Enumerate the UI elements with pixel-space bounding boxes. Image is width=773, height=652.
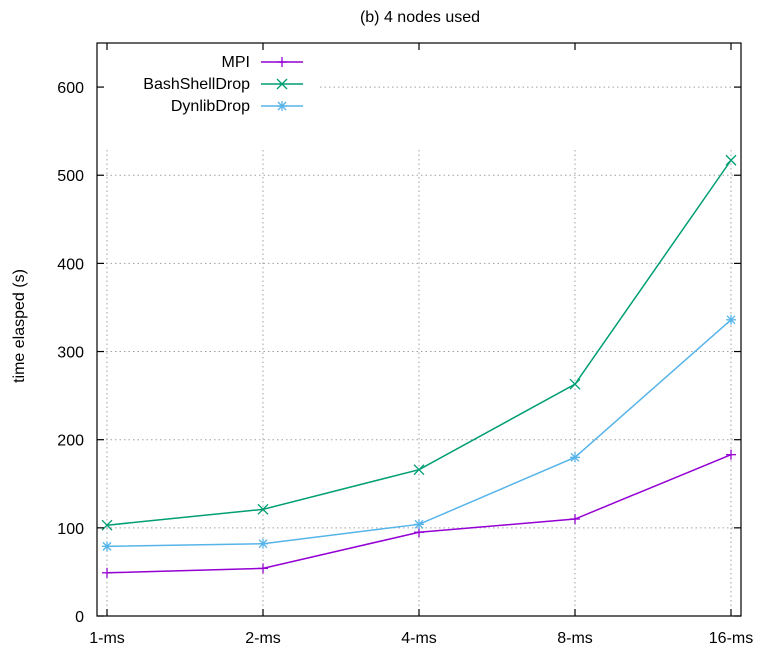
y-axis-title: time elasped (s)	[11, 269, 28, 383]
legend-label: MPI	[222, 54, 250, 71]
cross-marker	[725, 154, 737, 166]
cross-marker	[101, 519, 113, 531]
legend: MPI BashShellDrop DynlibDrop	[143, 54, 303, 115]
legend-label: DynlibDrop	[171, 98, 250, 115]
marker-stroke	[101, 519, 113, 531]
cross-marker	[413, 464, 425, 476]
star-marker	[570, 452, 580, 463]
chart-title: (b) 4 nodes used	[360, 9, 480, 26]
legend-entry: BashShellDrop	[143, 76, 303, 93]
legend-entry: MPI	[222, 54, 303, 71]
plus-marker	[277, 57, 287, 67]
legend-entry: DynlibDrop	[171, 98, 303, 115]
y-tick-label: 300	[57, 345, 84, 362]
marker-stroke	[725, 154, 737, 166]
series-lines	[101, 154, 737, 578]
y-tick-label: 0	[75, 609, 84, 626]
star-marker	[277, 101, 287, 111]
star-marker	[258, 538, 268, 549]
plus-marker	[726, 449, 736, 460]
marker-stroke	[257, 503, 269, 515]
legend-label: BashShellDrop	[143, 76, 250, 93]
y-tick-label: 500	[57, 168, 84, 185]
cross-marker	[569, 378, 581, 390]
marker-stroke	[413, 464, 425, 476]
x-tick-label: 16-ms	[709, 630, 753, 647]
x-tick-label: 2-ms	[245, 630, 281, 647]
plus-marker	[570, 514, 580, 525]
grid-lines	[97, 86, 741, 616]
y-tick-label: 400	[57, 256, 84, 273]
marker-stroke	[276, 78, 288, 90]
plus-marker	[102, 567, 112, 578]
cross-marker	[257, 503, 269, 515]
star-marker	[726, 314, 736, 325]
marker-stroke	[569, 378, 581, 390]
y-tick-label: 200	[57, 433, 84, 450]
axes: 0 100 200 300 400 500 600 1-ms 2-ms 4-ms 8-ms 16-ms	[57, 43, 753, 647]
x-tick-label: 8-ms	[557, 630, 593, 647]
marker-stroke	[258, 539, 268, 549]
marker-stroke	[277, 101, 287, 111]
y-tick-label: 100	[57, 521, 84, 538]
series-DynlibDrop	[102, 314, 736, 552]
star-marker	[414, 519, 424, 530]
series-BashShellDrop	[101, 154, 737, 531]
x-tick-label: 4-ms	[401, 630, 437, 647]
cross-marker	[276, 78, 288, 90]
y-tick-label: 600	[57, 80, 84, 97]
x-tick-label: 1-ms	[89, 630, 125, 647]
marker-stroke	[726, 315, 736, 325]
star-marker	[102, 541, 112, 552]
plus-marker	[258, 563, 268, 574]
marker-stroke	[102, 541, 112, 551]
marker-stroke	[570, 452, 580, 462]
marker-stroke	[414, 519, 424, 529]
